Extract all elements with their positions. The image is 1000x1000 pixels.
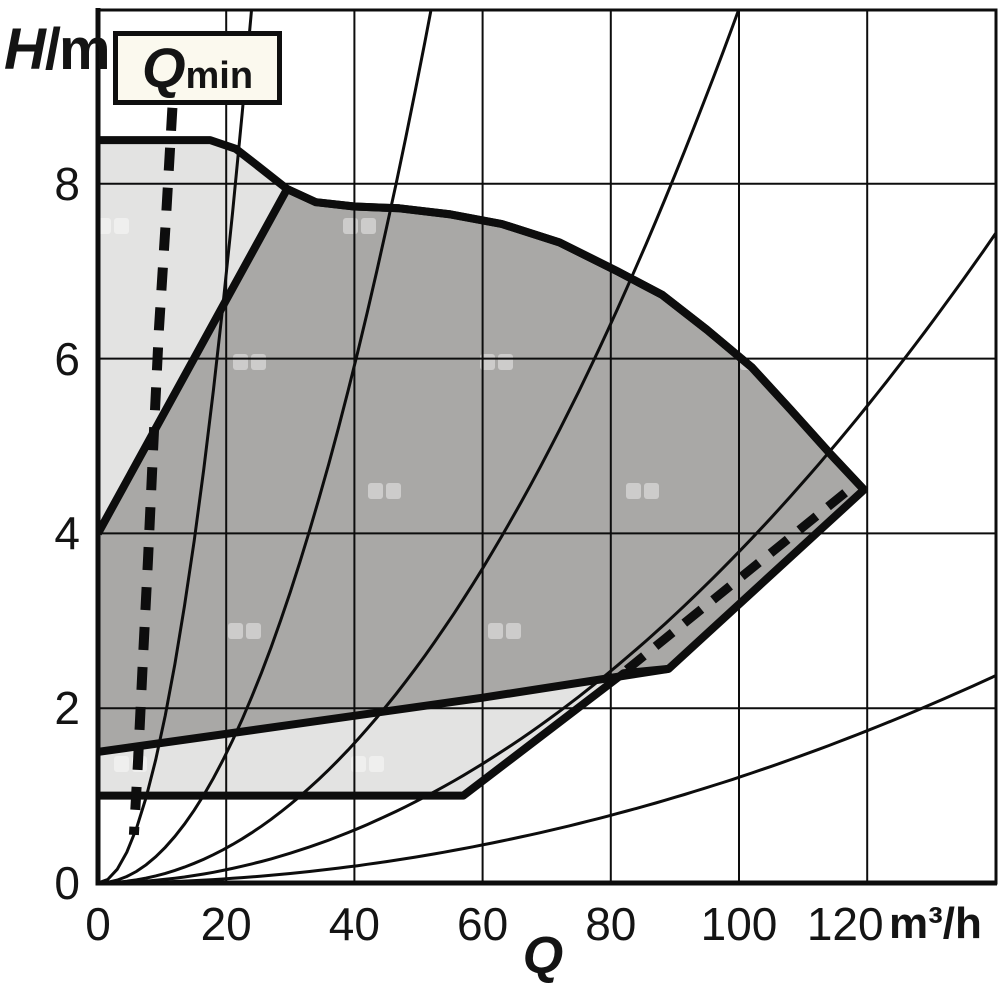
y-tick-label: 0 <box>54 857 80 909</box>
y-tick-label: 8 <box>54 157 80 210</box>
x-tick-label: 60 <box>457 898 509 950</box>
lower-right-dashed-line <box>623 481 858 674</box>
qmin-annotation-subscript: min <box>185 55 254 97</box>
region-boundaries <box>99 136 868 800</box>
plot-border-and-axes <box>95 8 998 886</box>
light-area-bottom-boundary <box>99 664 669 800</box>
x-axis-unit-label: m³/h <box>889 899 982 948</box>
system-curves <box>99 11 995 882</box>
y-tick-label: 6 <box>54 332 80 385</box>
x-tick-label: 120 <box>806 898 884 950</box>
dashed-limit-lines <box>128 107 858 836</box>
x-tick-label: 100 <box>700 898 778 950</box>
x-tick-label: 40 <box>328 898 380 950</box>
y-axis-symbol: H <box>4 17 46 82</box>
x-tick-label: 0 <box>85 898 111 950</box>
qmin-dashed-line <box>128 107 178 836</box>
y-axis-unit: /m <box>44 17 111 82</box>
x-tick-label: 80 <box>585 898 637 950</box>
x-tick-label: 20 <box>200 898 252 950</box>
y-tick-label: 2 <box>54 682 80 735</box>
y-tick-label: 4 <box>54 507 80 560</box>
qmin-annotation-symbol: Q <box>141 36 186 99</box>
x-axis-label: Q <box>522 927 564 985</box>
y-axis-label: H/m <box>4 16 111 83</box>
